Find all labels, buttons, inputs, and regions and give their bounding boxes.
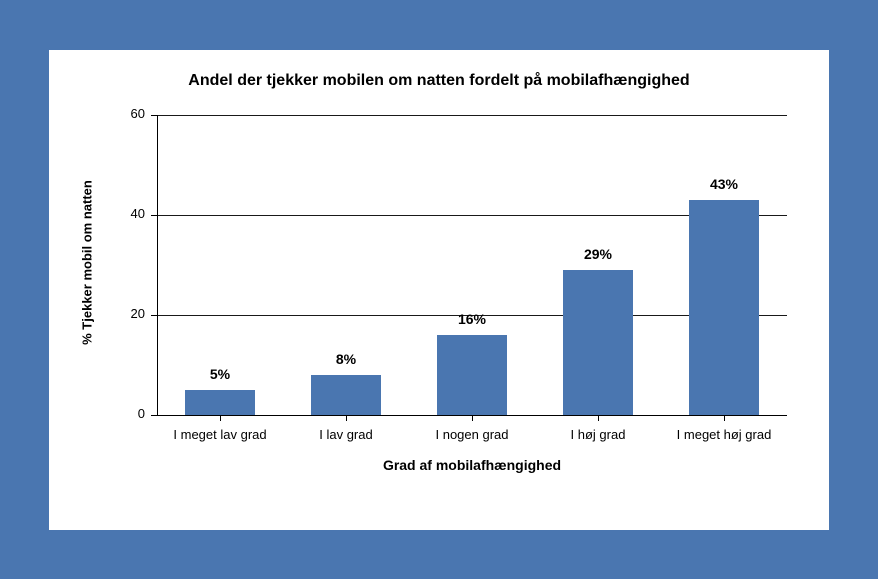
y-tick-label: 60 xyxy=(131,106,145,121)
bar xyxy=(437,335,506,415)
bar xyxy=(689,200,758,415)
bar xyxy=(563,270,632,415)
bar-value-label: 5% xyxy=(157,366,283,382)
bar-value-label: 29% xyxy=(535,246,661,262)
bar xyxy=(185,390,254,415)
x-tick xyxy=(346,415,347,421)
x-axis-title: Grad af mobilafhængighed xyxy=(157,457,787,473)
x-tick xyxy=(220,415,221,421)
bar-value-label: 43% xyxy=(661,176,787,192)
plot-area: 02040605%I meget lav grad8%I lav grad16%… xyxy=(157,115,787,415)
bar xyxy=(311,375,380,415)
y-tick-label: 0 xyxy=(138,406,145,421)
y-tick-label: 40 xyxy=(131,206,145,221)
x-tick-label: I høj grad xyxy=(529,427,667,442)
gridline xyxy=(157,115,787,116)
x-tick-label: I nogen grad xyxy=(403,427,541,442)
x-tick-label: I meget høj grad xyxy=(655,427,793,442)
x-tick-label: I lav grad xyxy=(277,427,415,442)
outer-frame: Andel der tjekker mobilen om natten ford… xyxy=(0,0,878,579)
chart-title: Andel der tjekker mobilen om natten ford… xyxy=(49,72,829,90)
y-axis-title: % Tjekker mobil om natten xyxy=(80,112,95,412)
x-tick-label: I meget lav grad xyxy=(151,427,289,442)
x-tick xyxy=(598,415,599,421)
x-tick xyxy=(724,415,725,421)
chart-panel: Andel der tjekker mobilen om natten ford… xyxy=(49,50,829,530)
bar-value-label: 16% xyxy=(409,311,535,327)
bar-value-label: 8% xyxy=(283,351,409,367)
y-tick-label: 20 xyxy=(131,306,145,321)
x-tick xyxy=(472,415,473,421)
